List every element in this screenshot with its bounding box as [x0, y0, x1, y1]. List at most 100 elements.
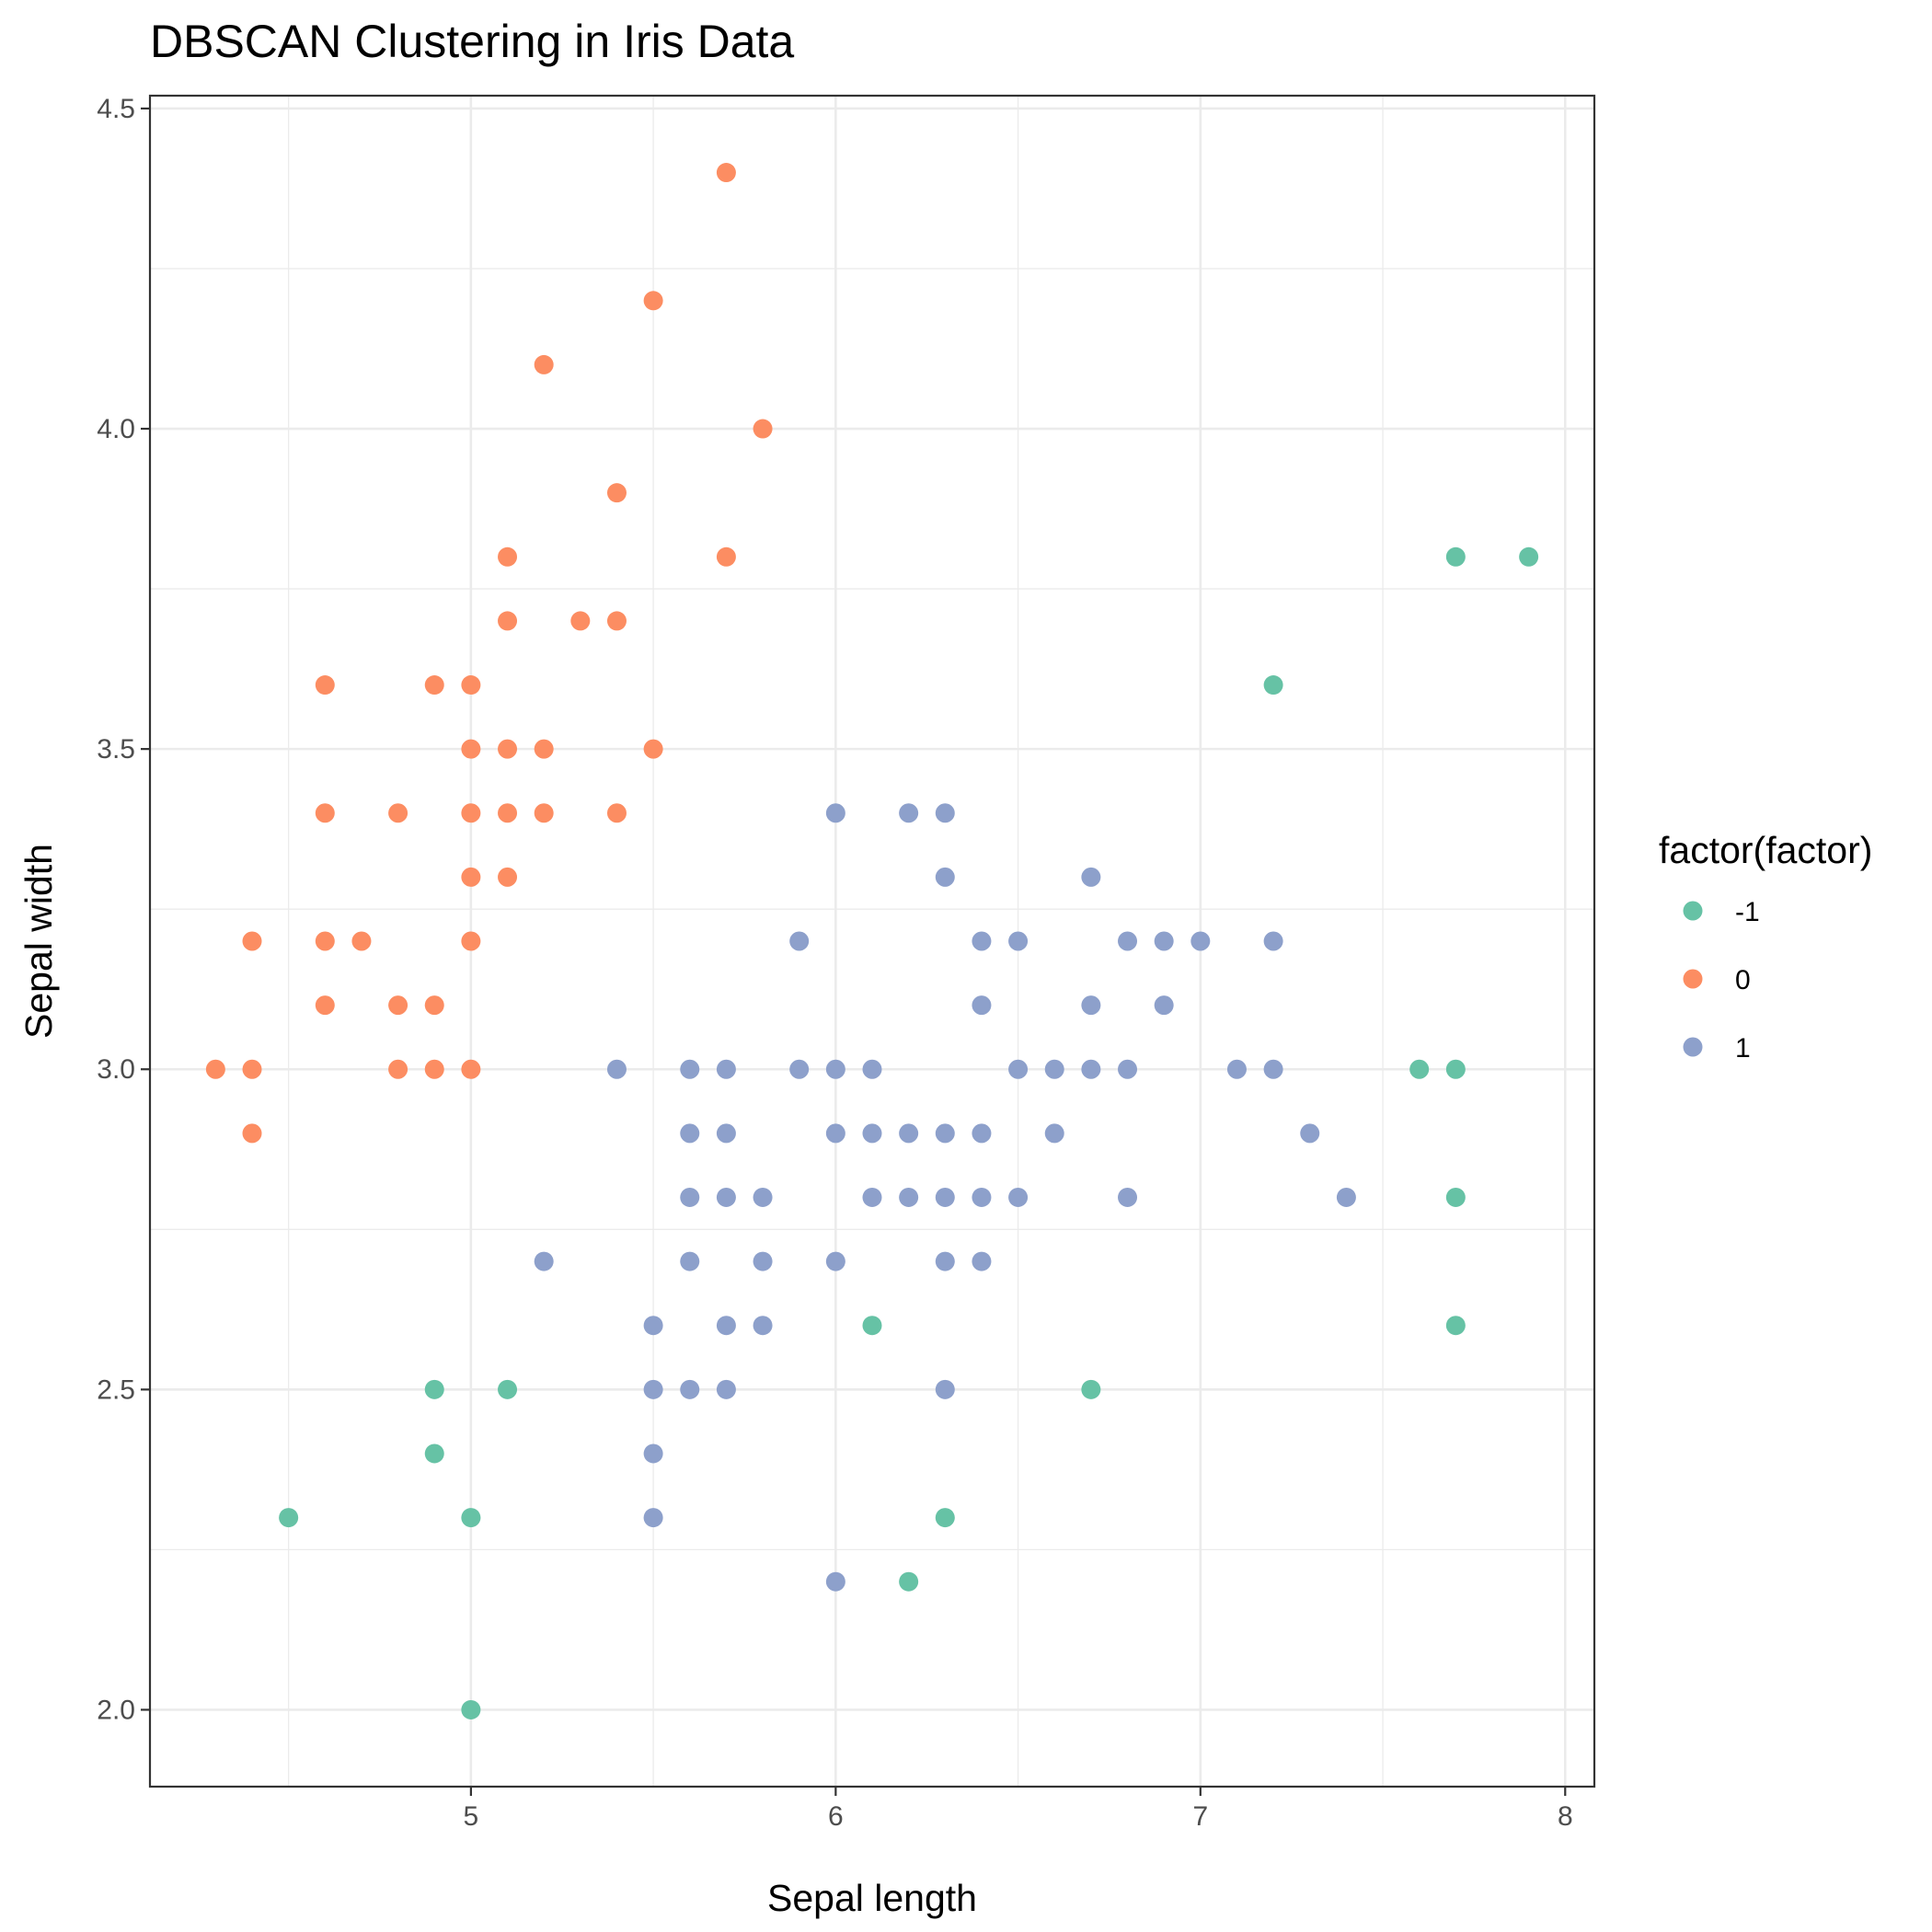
data-point [899, 803, 919, 823]
data-point [1445, 1059, 1466, 1079]
data-point [972, 995, 992, 1016]
data-point [1118, 1059, 1138, 1079]
data-point [1154, 931, 1174, 951]
data-point [461, 739, 481, 759]
data-point [789, 1059, 810, 1079]
data-point [461, 867, 481, 887]
data-point [643, 291, 663, 311]
legend-items: -1 0 1 [1683, 897, 1760, 1064]
data-point [498, 611, 518, 631]
data-point [498, 867, 518, 887]
data-point [935, 1187, 955, 1207]
data-point [716, 163, 736, 183]
y-axis: 2.0 2.5 3.0 3.5 4.0 4.5 [97, 94, 150, 1725]
data-point [1081, 1059, 1101, 1079]
data-point [899, 1187, 919, 1207]
data-point [862, 1187, 882, 1207]
data-point [862, 1316, 882, 1336]
plot-background [150, 96, 1594, 1787]
data-point [424, 1379, 444, 1399]
data-point [1226, 1059, 1247, 1079]
data-point [388, 803, 408, 823]
data-point [680, 1251, 700, 1271]
data-point [1044, 1123, 1064, 1144]
data-point [1445, 546, 1466, 567]
data-point [315, 675, 335, 696]
data-point [242, 1123, 262, 1144]
data-point [935, 1508, 955, 1528]
data-point [461, 803, 481, 823]
data-point [388, 1059, 408, 1079]
data-point [279, 1508, 299, 1528]
chart-title: DBSCAN Clustering in Iris Data [150, 16, 794, 67]
data-point [424, 995, 444, 1016]
data-point [315, 803, 335, 823]
y-axis-title: Sepal width [17, 844, 60, 1039]
legend-label: 1 [1735, 1033, 1751, 1064]
data-point [1044, 1059, 1064, 1079]
data-point [351, 931, 372, 951]
data-point [1008, 931, 1029, 951]
data-point [680, 1379, 700, 1399]
data-point [935, 1251, 955, 1271]
data-point [753, 1316, 773, 1336]
x-tick-label: 6 [828, 1801, 844, 1832]
data-point [1008, 1187, 1029, 1207]
data-point [498, 803, 518, 823]
data-point [242, 931, 262, 951]
data-point [1008, 1059, 1029, 1079]
legend-label: 0 [1735, 965, 1751, 995]
data-point [1081, 867, 1101, 887]
legend-title: factor(factor) [1659, 829, 1872, 871]
legend-label: -1 [1735, 897, 1760, 927]
data-point [606, 1059, 627, 1079]
data-point [680, 1187, 700, 1207]
data-point [716, 1059, 736, 1079]
data-point [461, 931, 481, 951]
data-point [716, 1379, 736, 1399]
data-point [1190, 931, 1211, 951]
data-point [753, 419, 773, 439]
data-point [1336, 1187, 1356, 1207]
data-point [606, 803, 627, 823]
data-point [424, 1059, 444, 1079]
data-point [899, 1571, 919, 1592]
data-point [716, 1123, 736, 1144]
data-point [1445, 1316, 1466, 1336]
data-point [315, 931, 335, 951]
y-tick-label: 4.5 [97, 94, 135, 124]
data-point [1409, 1059, 1430, 1079]
data-point [1081, 1379, 1101, 1399]
data-point [643, 1443, 663, 1464]
data-point [643, 739, 663, 759]
data-point [972, 1187, 992, 1207]
data-point [606, 483, 627, 503]
y-tick-label: 3.5 [97, 734, 135, 765]
x-axis-title: Sepal length [767, 1877, 977, 1919]
y-tick-label: 2.0 [97, 1695, 135, 1725]
y-tick-label: 2.5 [97, 1374, 135, 1405]
data-point [1445, 1187, 1466, 1207]
data-point [935, 1379, 955, 1399]
plot-border [148, 94, 1596, 1788]
y-tick-label: 3.0 [97, 1054, 135, 1085]
data-point [424, 1443, 444, 1464]
data-point [825, 1571, 845, 1592]
data-point [972, 931, 992, 951]
data-point [1263, 931, 1283, 951]
data-point [461, 1508, 481, 1528]
data-point [825, 1123, 845, 1144]
data-point [242, 1059, 262, 1079]
data-point [534, 739, 554, 759]
data-point [825, 1251, 845, 1271]
data-point [862, 1123, 882, 1144]
plot-panel [148, 94, 1596, 1788]
data-point [1300, 1123, 1320, 1144]
data-point [935, 867, 955, 887]
data-point [716, 1316, 736, 1336]
data-points [205, 163, 1539, 1719]
data-point [825, 803, 845, 823]
data-point [716, 1187, 736, 1207]
legend-key [1683, 1037, 1703, 1057]
